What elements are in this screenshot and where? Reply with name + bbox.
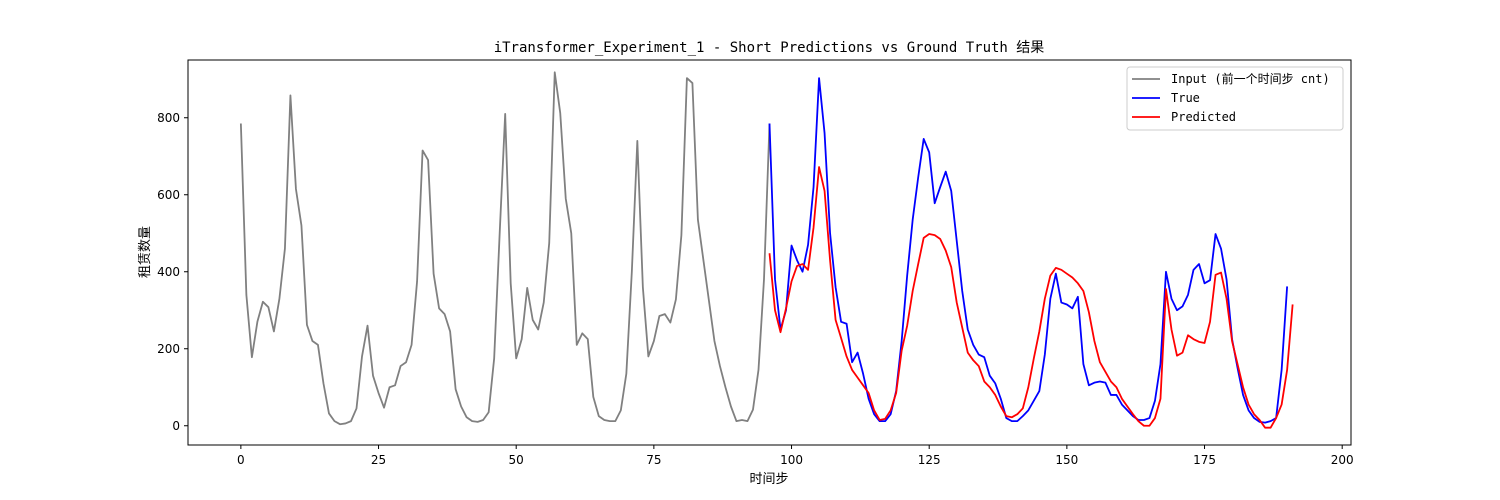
series-group [239,71,1294,429]
x-tick-label: 50 [509,453,524,467]
series-line-2 [768,166,1294,429]
plot-frame [187,59,1352,446]
x-tick-label: 200 [1331,453,1354,467]
legend-box [1126,66,1344,131]
y-tick-label: 400 [157,265,180,279]
x-axis: 0 25 50 75 100 125 150 175 200 [237,445,1354,467]
x-tick-label: 100 [780,453,803,467]
x-tick-label: 0 [237,453,245,467]
x-tick-label: 25 [371,453,386,467]
y-tick-label: 600 [157,188,180,202]
y-tick-label: 200 [157,342,180,356]
series-line-0 [239,71,771,426]
y-axis: 0 200 400 600 800 [157,111,188,433]
legend-label: True [1171,91,1200,105]
x-axis-label: 时间步 [749,472,788,487]
y-tick-label: 800 [157,111,180,125]
y-tick-label: 0 [172,419,180,433]
chart-title: iTransformer_Experiment_1 - Short Predic… [494,40,1045,56]
x-tick-label: 125 [918,453,941,467]
y-axis-label: 租赁数量 [138,226,153,278]
x-tick-label: 150 [1055,453,1078,467]
legend-label: Input (前一个时间步 cnt) [1171,71,1330,86]
x-tick-label: 75 [646,453,661,467]
legend-label: Predicted [1171,110,1236,124]
x-tick-label: 175 [1193,453,1216,467]
series-line-1 [768,77,1289,424]
legend: Input (前一个时间步 cnt) True Predicted [1126,66,1344,131]
